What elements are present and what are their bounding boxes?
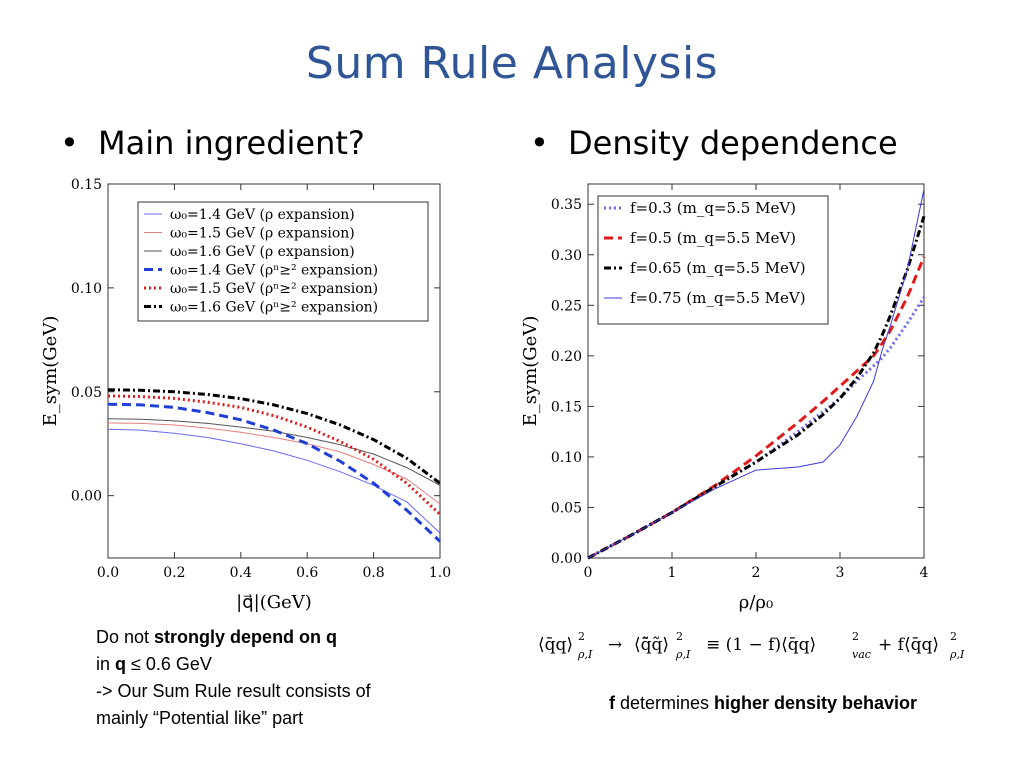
y-tick-label: 0.20: [551, 349, 582, 365]
bullet-glyph: •: [530, 124, 549, 162]
formula-sup: 2: [676, 630, 683, 643]
formula-sup: 2: [852, 630, 859, 643]
y-tick-label: 0.15: [551, 399, 582, 415]
chart-esym-vs-density: 0 1 2 3 4 0.00 0.05 0.10 0.15 0.20 0.25 0.30 0.35 ρ/ρ…: [520, 183, 929, 613]
slide-title: Sum Rule Analysis: [305, 38, 719, 89]
legend-box: [597, 195, 829, 325]
y-tick-label: 0.00: [551, 551, 582, 567]
y-tick-label: 0.05: [71, 385, 102, 401]
note-line-1: Do not strongly depend on q: [96, 624, 458, 651]
bullet-density-dependence: • Density dependence: [530, 124, 898, 162]
legend-entry: f=0.75 (m_q=5.5 MeV): [630, 289, 806, 307]
series-line: [107, 402, 442, 543]
legend-entry: f=0.5 (m_q=5.5 MeV): [630, 229, 796, 247]
right-note: f determines higher density behavior: [563, 690, 963, 717]
note-line-4: mainly “Potential like” part: [96, 708, 304, 728]
x-tick-label: 0.2: [163, 565, 185, 581]
bullet-main-ingredient: • Main ingredient?: [60, 124, 365, 162]
y-tick-label: 0.05: [551, 500, 582, 516]
x-tick-label: 0.0: [97, 565, 119, 581]
x-tick-label: 0.4: [230, 565, 252, 581]
series-line: [107, 422, 441, 505]
formula-tilde: ⟨q̃̄q̃⟩: [634, 635, 669, 655]
note-bold-text: strongly depend on q: [154, 627, 338, 647]
chart-esym-vs-q: 0.0 0.2 0.4 0.6 0.8 1.0 0.00 0.05 0.10 0.15 |q⃗|(G…: [40, 177, 451, 613]
note-bold-text: f: [608, 693, 615, 713]
y-tick-label: 0.35: [551, 197, 582, 213]
y-tick-label: 0.15: [71, 177, 102, 193]
series-line: [587, 188, 925, 559]
formula-sup: 2: [578, 630, 585, 643]
x-tick-label: 1.0: [429, 565, 451, 581]
legend-box: [137, 201, 429, 322]
series-line: [587, 215, 926, 560]
note-text: determines: [614, 693, 714, 713]
series-line: [107, 428, 441, 534]
y-tick-label: 0.30: [551, 248, 582, 264]
note-bold-text: higher density behavior: [714, 693, 918, 713]
x-axis-label: |q⃗|(GeV): [236, 592, 312, 613]
legend: f=0.3 (m_q=5.5 MeV) f=0.5 (m_q=5.5 MeV) f=…: [597, 195, 829, 325]
legend-entry: ω₀=1.4 GeV (ρⁿ≥² expansion): [170, 263, 378, 279]
y-axis-label: E_sym(GeV): [40, 316, 61, 427]
note-text: in: [96, 654, 116, 674]
formula-sub: ρ,I: [675, 648, 691, 661]
legend-entry: ω₀=1.5 GeV (ρ expansion): [170, 226, 355, 242]
formula-sup: 2: [950, 630, 957, 643]
formula-sub: ρ,I: [577, 648, 593, 661]
series-line: [107, 394, 442, 516]
note-line-2: in q ≤ 0.6 GeV: [96, 651, 458, 678]
condensate-formula: ⟨q̄q⟩ 2 ρ,I → ⟨q̃̄q̃⟩ 2 ρ,I ≡ (1 − f)⟨q̄…: [538, 630, 965, 661]
legend-entry: f=0.65 (m_q=5.5 MeV): [630, 259, 806, 277]
x-tick-label: 2: [752, 565, 761, 581]
x-tick-label: 0.8: [362, 565, 384, 581]
note-text: Do not: [96, 627, 155, 647]
x-tick-label: 0.6: [296, 565, 318, 581]
formula-sub: ρ,I: [949, 648, 965, 661]
note-line-3: -> Our Sum Rule result consists of: [96, 681, 371, 701]
x-axis-label: ρ/ρ₀: [739, 592, 773, 613]
series-line: [107, 388, 441, 485]
y-tick-label: 0.10: [71, 281, 102, 297]
x-tick-label: 3: [836, 565, 845, 581]
legend-entry: ω₀=1.4 GeV (ρ expansion): [170, 207, 355, 223]
formula-arrow: →: [608, 635, 622, 655]
y-axis-label: E_sym(GeV): [520, 316, 541, 427]
y-tick-label: 0.10: [551, 450, 582, 466]
bullet-text: Density dependence: [568, 124, 898, 162]
x-tick-label: 4: [920, 565, 929, 581]
legend-entry: ω₀=1.6 GeV (ρⁿ≥² expansion): [170, 300, 378, 316]
bullet-glyph: •: [60, 124, 79, 162]
legend-entry: f=0.3 (m_q=5.5 MeV): [630, 199, 796, 217]
bullet-text: Main ingredient?: [98, 124, 365, 162]
formula-lhs: ⟨q̄q⟩: [538, 635, 573, 655]
formula-vac: vac: [852, 648, 871, 661]
legend-entry: ω₀=1.6 GeV (ρ expansion): [170, 244, 355, 260]
legend: ω₀=1.4 GeV (ρ expansion) ω₀=1.5 GeV (ρ ex…: [137, 201, 429, 322]
formula-equiv: ≡ (1 − f)⟨q̄q⟩: [706, 635, 816, 655]
left-note: Do not strongly depend on q in q ≤ 0.6 G…: [96, 624, 458, 732]
y-tick-label: 0.25: [551, 298, 582, 314]
x-tick-label: 0: [584, 565, 593, 581]
legend-entry: ω₀=1.5 GeV (ρⁿ≥² expansion): [170, 281, 378, 297]
y-tick-label: 0.00: [71, 489, 102, 505]
series-line: [587, 296, 926, 560]
plot-frame: [107, 183, 441, 559]
note-text: ≤ 0.6 GeV: [126, 654, 212, 674]
note-bold-text: q: [115, 654, 127, 674]
formula-plus: + f⟨q̄q⟩: [878, 635, 939, 655]
x-tick-label: 1: [668, 565, 677, 581]
